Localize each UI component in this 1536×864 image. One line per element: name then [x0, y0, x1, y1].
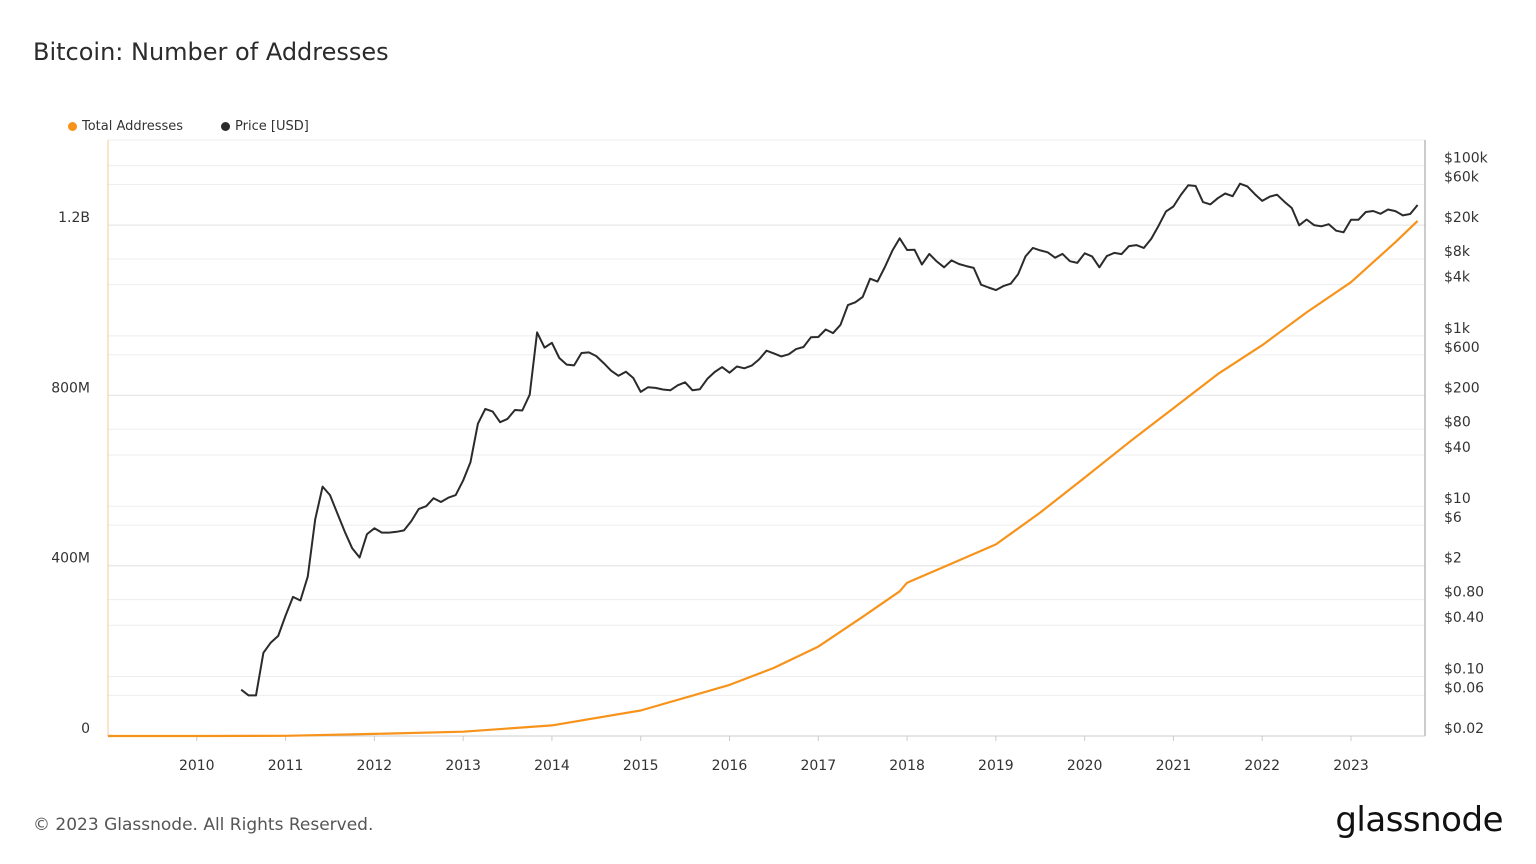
right-axis-tick-label: $0.40 [1444, 610, 1484, 626]
x-axis-tick-label: 2012 [357, 758, 393, 774]
right-axis-tick-label: $4k [1444, 270, 1471, 286]
x-axis-tick-label: 2020 [1067, 758, 1103, 774]
glassnode-logo: glassnode [1335, 800, 1503, 840]
right-axis-tick-label: $10 [1444, 491, 1471, 507]
right-axis-tick-label: $2 [1444, 551, 1462, 567]
right-axis-tick-label: $20k [1444, 210, 1480, 226]
x-axis-tick-label: 2015 [623, 758, 659, 774]
x-axis-tick-label: 2016 [712, 758, 748, 774]
legend-label: Price [USD] [235, 119, 309, 134]
x-axis-tick-label: 2010 [179, 758, 215, 774]
legend-dot-icon [68, 122, 77, 131]
right-axis-tick-label: $100k [1444, 151, 1489, 167]
right-axis-tick-label: $0.80 [1444, 585, 1484, 601]
x-axis-tick-label: 2022 [1244, 758, 1280, 774]
legend-label: Total Addresses [82, 119, 184, 134]
right-axis-tick-label: $40 [1444, 440, 1471, 456]
x-axis-tick-label: 2023 [1333, 758, 1369, 774]
right-axis-tick-label: $80 [1444, 414, 1471, 430]
price-line [240, 182, 1419, 697]
left-axis-tick-label: 800M [51, 380, 90, 396]
right-axis-tick-label: $600 [1444, 340, 1480, 356]
x-axis-tick-label: 2013 [445, 758, 481, 774]
right-axis-tick-label: $6 [1444, 510, 1462, 526]
right-axis-tick-label: $8k [1444, 244, 1471, 260]
copyright: © 2023 Glassnode. All Rights Reserved. [33, 815, 374, 835]
legend-item-total-addresses[interactable]: Total Addresses [68, 119, 183, 134]
left-axis-tick-label: 400M [51, 551, 90, 567]
left-axis-tick-label: 0 [81, 721, 90, 737]
right-axis-tick-label: $200 [1444, 380, 1480, 396]
total-addresses-line [108, 220, 1419, 738]
right-axis-tick-label: $1k [1444, 321, 1471, 337]
x-axis-tick-label: 2021 [1156, 758, 1192, 774]
x-axis-tick-label: 2018 [889, 758, 925, 774]
legend-dot-icon [221, 122, 231, 131]
legend: Total Addresses Price [USD] [68, 119, 309, 134]
right-axis-tick-label: $60k [1444, 170, 1480, 186]
x-axis-tick-label: 2017 [800, 758, 836, 774]
left-axis-tick-label: 1.2B [58, 210, 90, 226]
x-axis-tick-label: 2019 [978, 758, 1014, 774]
x-axis-tick-label: 2014 [534, 758, 570, 774]
x-axis-tick-label: 2011 [268, 758, 304, 774]
right-axis-tick-label: $0.02 [1444, 721, 1484, 737]
legend-item-price[interactable]: Price [USD] [221, 119, 309, 134]
chart-title: Bitcoin: Number of Addresses [33, 38, 389, 66]
right-axis-tick-label: $0.06 [1444, 680, 1484, 696]
right-axis-tick-label: $0.10 [1444, 661, 1484, 677]
